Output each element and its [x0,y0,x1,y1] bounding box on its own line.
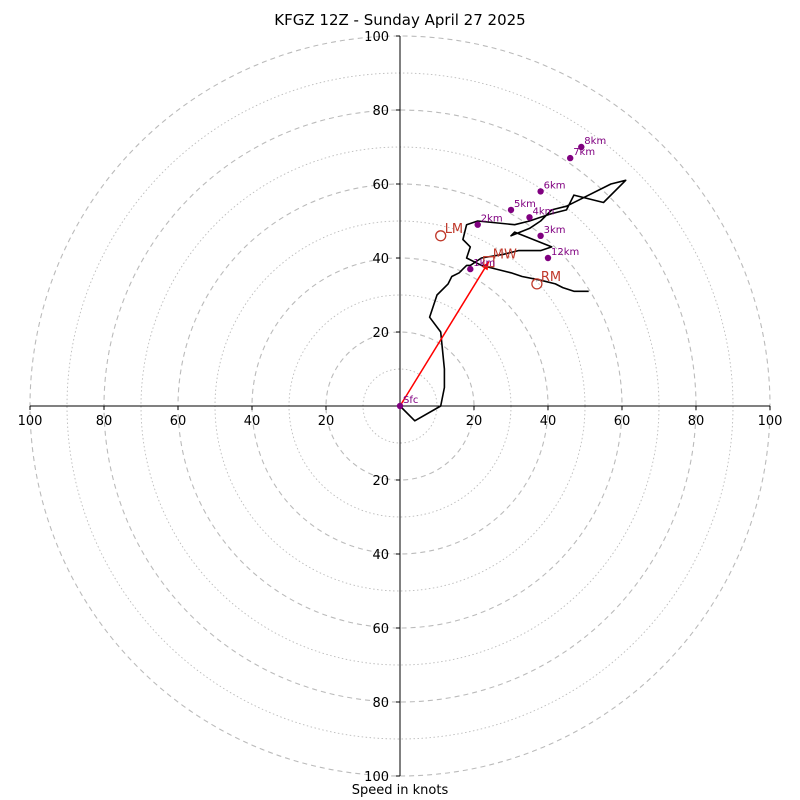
height-marker-dot [526,214,533,221]
x-tick-label: 80 [96,414,113,429]
y-tick-label: 60 [372,622,389,637]
height-marker-dot [507,206,515,214]
x-tick-label: 100 [18,414,43,429]
x-tick-label: 20 [318,414,335,429]
height-marker-dot [544,254,552,262]
y-tick-label: 100 [364,770,389,785]
y-tick-label: 80 [372,696,389,711]
storm-motion-label: RM [541,270,561,285]
y-tick-label: 40 [372,252,389,267]
x-tick-label: 100 [758,414,783,429]
height-marker-dot [467,265,474,273]
height-marker-dot [537,188,544,195]
shear-vector-arrowhead [481,261,489,271]
storm-motion-label: LM [445,222,463,237]
storm-motion-marker [531,278,543,290]
wind-trace [399,179,627,422]
height-marker-label: 7km [573,147,595,158]
height-marker-label: Sfc [403,395,418,406]
x-tick-label: 40 [540,414,557,429]
y-tick-label: 60 [372,178,389,193]
height-marker-dot [567,154,574,162]
tick-labels: 100 80 60 40 20 20 40 60 80 100 100 80 60 40 20 20 40 60 8… [18,30,783,785]
x-tick-label: 80 [688,414,705,429]
height-marker-label: 4km [533,206,555,217]
height-marker-label: 2km [481,214,503,225]
height-marker-label: 12km [551,247,579,258]
y-tick-label: 20 [372,474,389,489]
y-tick-label: 100 [364,30,389,45]
storm-motion-vectors: LM MW RM [399,222,561,407]
x-tick-label: 20 [466,414,483,429]
storm-motion-marker [435,230,447,242]
height-marker-label: 8km [584,136,606,147]
shear-vector-line [399,261,490,407]
y-tick-label: 20 [372,326,389,341]
height-marker-label: 6km [544,180,566,191]
height-marker-dot [396,402,404,410]
x-tick-label: 60 [170,414,187,429]
height-marker-dot [578,143,585,151]
x-tick-label: 40 [244,414,261,429]
x-tick-label: 60 [614,414,631,429]
chart-title: KFGZ 12Z - Sunday April 27 2025 [274,11,526,29]
height-marker-dot [537,232,544,239]
y-tick-label: 40 [372,548,389,563]
height-marker-label: 3km [544,225,566,236]
y-tick-label: 80 [372,104,389,119]
storm-motion-label: MW [493,248,517,263]
storm-motion-marker [483,256,495,268]
height-marker-label: 1km [473,258,495,269]
wind-trace-line [399,179,627,422]
height-marker-dot [474,221,481,228]
height-marker-label: 5km [514,199,536,210]
x-axis-label: Speed in knots [351,783,449,798]
